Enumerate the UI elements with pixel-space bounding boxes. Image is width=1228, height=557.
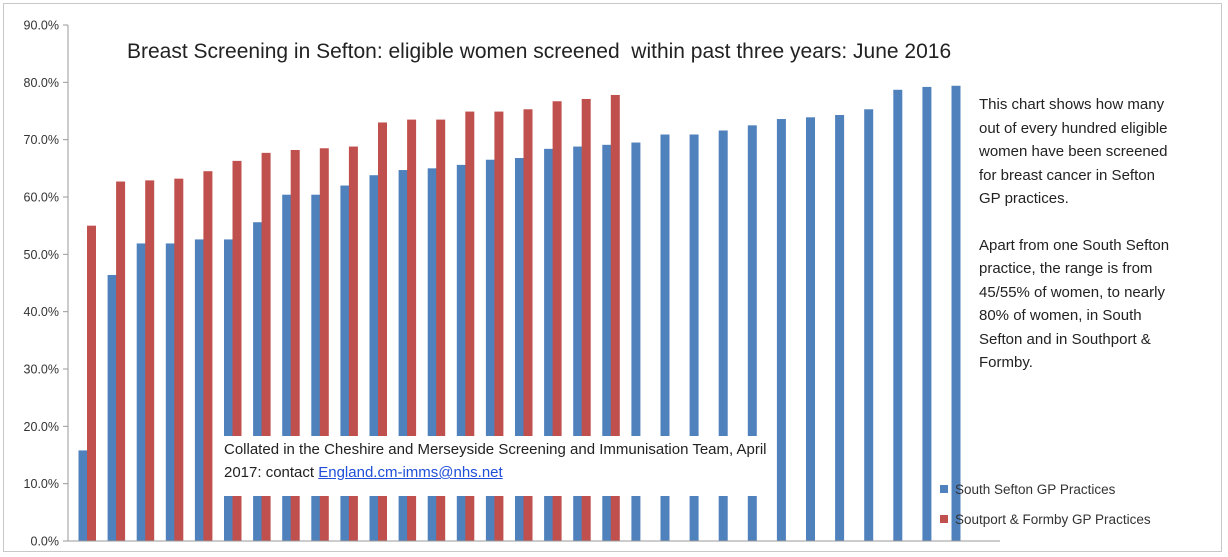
legend-item-southport-formby: Soutport & Formby GP Practices xyxy=(940,504,1151,534)
bars xyxy=(78,85,961,542)
bar-south-sefton xyxy=(282,194,292,541)
contact-email-link[interactable]: England.cm-imms@nhs.net xyxy=(318,464,503,481)
bar-south-sefton xyxy=(747,125,757,541)
bar-southport-formby xyxy=(203,171,213,541)
bar-southport-formby xyxy=(494,111,504,541)
bar-south-sefton xyxy=(194,239,204,541)
bar-southport-formby xyxy=(174,178,184,542)
bar-south-sefton xyxy=(922,86,932,542)
bar-south-sefton xyxy=(660,134,670,542)
y-tick-label: 60.0% xyxy=(24,191,59,205)
bar-southport-formby xyxy=(145,180,155,541)
bar-southport-formby xyxy=(232,160,242,541)
bar-southport-formby xyxy=(290,149,300,541)
bar-south-sefton xyxy=(78,450,88,541)
legend: South Sefton GP Practices Soutport & For… xyxy=(940,474,1151,534)
y-tick-label: 10.0% xyxy=(24,477,59,491)
bar-south-sefton xyxy=(806,117,815,541)
bar-south-sefton xyxy=(427,168,437,542)
bar-southport-formby xyxy=(465,111,475,541)
y-tick-label: 90.0% xyxy=(24,19,59,33)
bar-south-sefton xyxy=(689,134,699,542)
chart-frame xyxy=(3,3,1222,552)
bar-south-sefton xyxy=(573,146,583,541)
bar-south-sefton xyxy=(718,130,728,541)
bar-south-sefton xyxy=(398,170,408,541)
bar-south-sefton xyxy=(951,85,961,542)
bar-south-sefton xyxy=(165,243,175,541)
bar-southport-formby xyxy=(87,225,96,541)
bar-southport-formby xyxy=(552,101,562,542)
bar-southport-formby xyxy=(261,152,271,541)
note-paragraph-2: Apart from one South Sefton practice, th… xyxy=(979,236,1170,372)
bar-south-sefton xyxy=(864,109,874,541)
bar-south-sefton xyxy=(631,142,641,542)
legend-label-south-sefton: South Sefton GP Practices xyxy=(955,481,1116,497)
bar-southport-formby xyxy=(610,94,620,542)
bar-south-sefton xyxy=(485,159,495,541)
bar-south-sefton xyxy=(776,119,786,541)
chart-note: This chart shows how many out of every h… xyxy=(979,93,1179,398)
legend-swatch-southport-formby xyxy=(940,515,948,523)
collated-box: Collated in the Cheshire and Merseyside … xyxy=(219,436,767,496)
legend-label-southport-formby: Soutport & Formby GP Practices xyxy=(955,511,1151,527)
y-tick-label: 20.0% xyxy=(24,420,59,434)
y-tick-label: 50.0% xyxy=(24,248,59,262)
legend-item-south-sefton: South Sefton GP Practices xyxy=(940,474,1151,504)
bar-south-sefton xyxy=(835,115,845,541)
bar-southport-formby xyxy=(319,148,329,541)
bar-south-sefton xyxy=(253,222,263,541)
y-tick-label: 30.0% xyxy=(24,363,59,377)
bar-southport-formby xyxy=(581,98,591,542)
bar-south-sefton xyxy=(602,144,612,541)
bar-south-sefton xyxy=(544,148,554,541)
legend-swatch-south-sefton xyxy=(940,485,948,493)
y-tick-label: 0.0% xyxy=(31,535,60,549)
y-tick-label: 40.0% xyxy=(24,305,59,319)
bar-south-sefton xyxy=(136,243,146,541)
bar-south-sefton xyxy=(369,175,379,542)
bar-south-sefton xyxy=(340,185,350,542)
y-axis-ticks: 0.0% 10.0% 20.0% 30.0% 40.0% 50.0% 60.0% 70.0% 8… xyxy=(24,19,68,549)
bar-south-sefton xyxy=(107,274,117,541)
bar-southport-formby xyxy=(116,181,126,541)
bar-south-sefton xyxy=(893,89,903,541)
bar-southport-formby xyxy=(436,119,446,541)
chart-title: Breast Screening in Sefton: eligible wom… xyxy=(127,40,952,63)
bar-south-sefton xyxy=(311,194,321,541)
bar-southport-formby xyxy=(523,109,533,541)
collated-text: Collated in the Cheshire and Merseyside … xyxy=(224,441,767,481)
bar-south-sefton xyxy=(224,239,233,541)
note-paragraph-1: This chart shows how many out of every h… xyxy=(979,96,1168,207)
bar-southport-formby xyxy=(407,119,417,541)
bar-southport-formby xyxy=(378,122,387,541)
bar-south-sefton xyxy=(515,158,524,541)
bar-southport-formby xyxy=(348,146,358,541)
y-tick-label: 80.0% xyxy=(24,76,59,90)
y-tick-label: 70.0% xyxy=(24,133,59,147)
bar-south-sefton xyxy=(456,164,466,542)
